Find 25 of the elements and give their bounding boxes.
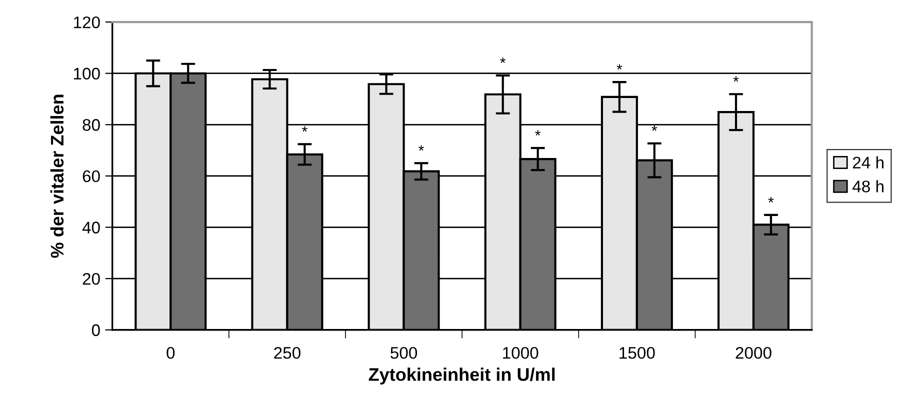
y-tick-label: 80 xyxy=(82,119,100,131)
legend-label: 24 h xyxy=(852,156,884,168)
y-tick-label: 100 xyxy=(74,68,100,80)
x-tick-label: 500 xyxy=(390,346,418,359)
y-tick-label: 120 xyxy=(74,16,100,28)
annotation: * xyxy=(500,58,506,63)
y-axis-title: % der vitaler Zellen xyxy=(50,94,64,258)
x-tick-label: 250 xyxy=(274,346,300,359)
x-tick-label: 0 xyxy=(166,346,175,359)
x-tick-label: 2000 xyxy=(736,346,772,359)
y-tick-label: 40 xyxy=(82,222,100,234)
x-tick-label: 1500 xyxy=(620,346,655,359)
legend-label: 48 h xyxy=(852,180,884,192)
y-tick-label: 60 xyxy=(82,170,100,182)
x-tick-label: 1000 xyxy=(503,346,538,359)
y-tick-label: 20 xyxy=(82,272,100,285)
y-tick-label: 0 xyxy=(92,324,100,336)
annotation: * xyxy=(652,126,658,131)
x-axis-title: Zytokineinheit in U/ml xyxy=(368,368,555,384)
annotation: * xyxy=(535,130,541,136)
annotation: * xyxy=(768,197,774,202)
annotation: * xyxy=(733,76,739,82)
annotation: * xyxy=(418,145,424,151)
annotation: * xyxy=(302,126,308,132)
annotation: * xyxy=(616,64,622,70)
